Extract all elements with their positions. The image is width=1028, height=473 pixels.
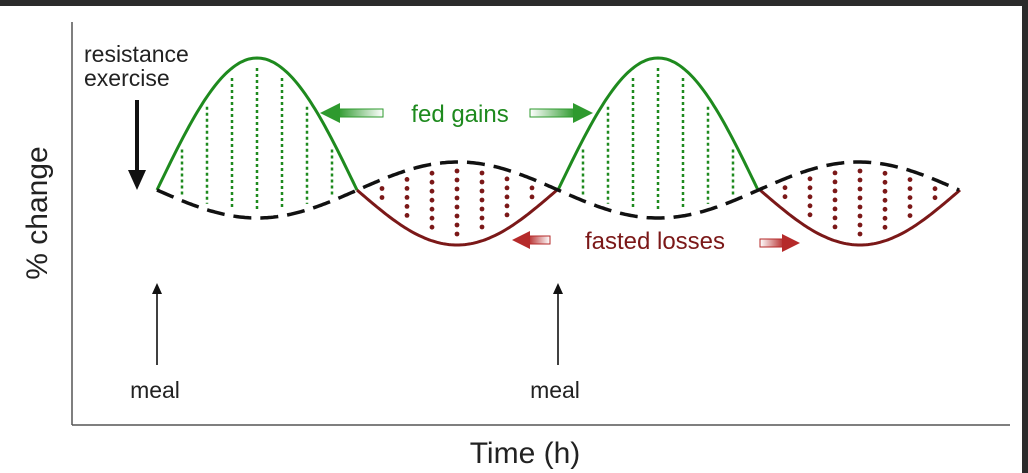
fasted-dot bbox=[529, 194, 535, 200]
fasted-dot bbox=[857, 231, 863, 237]
fasted-dot bbox=[882, 224, 888, 230]
fasted-dot bbox=[807, 212, 813, 218]
fasted-dot bbox=[379, 186, 385, 191]
fasted-dot bbox=[479, 224, 485, 230]
top-border bbox=[0, 0, 1028, 6]
fasted-dot bbox=[807, 185, 813, 191]
fed-arrow-right bbox=[529, 103, 593, 123]
fasted-dot bbox=[429, 215, 435, 221]
right-border bbox=[1022, 0, 1028, 473]
fasted-dot bbox=[454, 177, 460, 183]
fasted-dot bbox=[404, 177, 410, 182]
fasted-losses-label: fasted losses bbox=[585, 228, 725, 255]
fasted-dot bbox=[404, 195, 410, 200]
fasted-dot bbox=[454, 186, 460, 192]
fasted-dot bbox=[479, 188, 485, 194]
fed-curve-2 bbox=[556, 56, 760, 191]
exercise-arrow bbox=[128, 100, 146, 190]
meal-arrow-2 bbox=[553, 283, 563, 365]
exercise-label-line1: resistance bbox=[84, 41, 189, 67]
fasted-losses-dots bbox=[379, 168, 938, 237]
fasted-dot bbox=[429, 206, 435, 212]
fed-gains-hatching bbox=[180, 68, 735, 212]
fasted-dot bbox=[429, 224, 435, 230]
fasted-dot bbox=[404, 186, 410, 191]
fasted-dot bbox=[454, 213, 460, 219]
fasted-dot bbox=[479, 179, 485, 185]
fasted-dot bbox=[832, 224, 838, 230]
fasted-dot bbox=[479, 170, 485, 176]
fed-curve-1 bbox=[155, 56, 359, 191]
fasted-dot bbox=[454, 231, 460, 237]
fasted-dot bbox=[857, 186, 863, 192]
fasted-arrow-left bbox=[512, 231, 551, 249]
fasted-dot bbox=[857, 168, 863, 174]
meal-label-1: meal bbox=[130, 377, 180, 403]
fasted-dot bbox=[907, 213, 913, 219]
fasted-dot bbox=[429, 197, 435, 203]
fasted-dot bbox=[882, 170, 888, 176]
fasted-dot bbox=[832, 170, 838, 176]
fasted-dot bbox=[857, 213, 863, 219]
fasted-arrow-right bbox=[759, 234, 800, 252]
fasted-dot bbox=[454, 204, 460, 210]
fasted-dot bbox=[404, 204, 410, 209]
fasted-dot bbox=[807, 203, 813, 209]
fasted-dot bbox=[882, 197, 888, 203]
fasted-dot bbox=[429, 179, 435, 185]
exercise-label-line2: exercise bbox=[84, 65, 170, 91]
fasted-dot bbox=[907, 195, 913, 201]
fasted-dot bbox=[479, 215, 485, 221]
fasted-dot bbox=[857, 204, 863, 210]
fasted-dot bbox=[504, 185, 510, 191]
fasted-dot bbox=[504, 176, 510, 182]
fasted-dot bbox=[832, 179, 838, 185]
fasted-dot bbox=[857, 177, 863, 183]
fasted-dot bbox=[832, 197, 838, 203]
x-axis-label: Time (h) bbox=[470, 437, 581, 470]
fasted-dot bbox=[857, 222, 863, 228]
fasted-dot bbox=[882, 188, 888, 194]
fasted-dot bbox=[857, 195, 863, 201]
y-axis-label: % change bbox=[21, 146, 54, 279]
fasted-dot bbox=[907, 204, 913, 210]
fasted-dot bbox=[454, 168, 460, 174]
fasted-dot bbox=[907, 177, 913, 183]
fasted-dot bbox=[782, 185, 788, 191]
fasted-dot bbox=[882, 215, 888, 221]
fed-gains-label: fed gains bbox=[411, 101, 508, 128]
fasted-dot bbox=[932, 195, 938, 201]
fasted-dot bbox=[404, 213, 410, 218]
fed-arrow-left bbox=[320, 103, 384, 123]
fasted-dot bbox=[504, 203, 510, 209]
fasted-dot bbox=[504, 194, 510, 200]
fasted-dot bbox=[782, 194, 788, 200]
fasted-dot bbox=[832, 215, 838, 221]
fasted-dot bbox=[882, 206, 888, 212]
fasted-dot bbox=[504, 212, 510, 218]
fasted-dot bbox=[807, 176, 813, 182]
fasted-dot bbox=[832, 188, 838, 194]
fasted-dot bbox=[932, 186, 938, 192]
fasted-dot bbox=[832, 206, 838, 212]
fasted-curve-1 bbox=[356, 188, 558, 247]
fasted-dot bbox=[379, 195, 385, 200]
fasted-dot bbox=[454, 222, 460, 228]
fasted-dot bbox=[882, 179, 888, 185]
fasted-dot bbox=[529, 185, 535, 191]
fasted-dot bbox=[454, 195, 460, 201]
meal-arrow-1 bbox=[152, 283, 162, 365]
fasted-dot bbox=[479, 197, 485, 203]
fasted-curve-2 bbox=[759, 188, 961, 247]
fasted-dot bbox=[807, 194, 813, 200]
baseline-dashed-curve bbox=[156, 160, 960, 220]
fasted-dot bbox=[479, 206, 485, 212]
fasted-dot bbox=[429, 170, 435, 176]
fasted-dot bbox=[907, 186, 913, 192]
meal-label-2: meal bbox=[530, 377, 580, 403]
fasted-dot bbox=[429, 188, 435, 194]
